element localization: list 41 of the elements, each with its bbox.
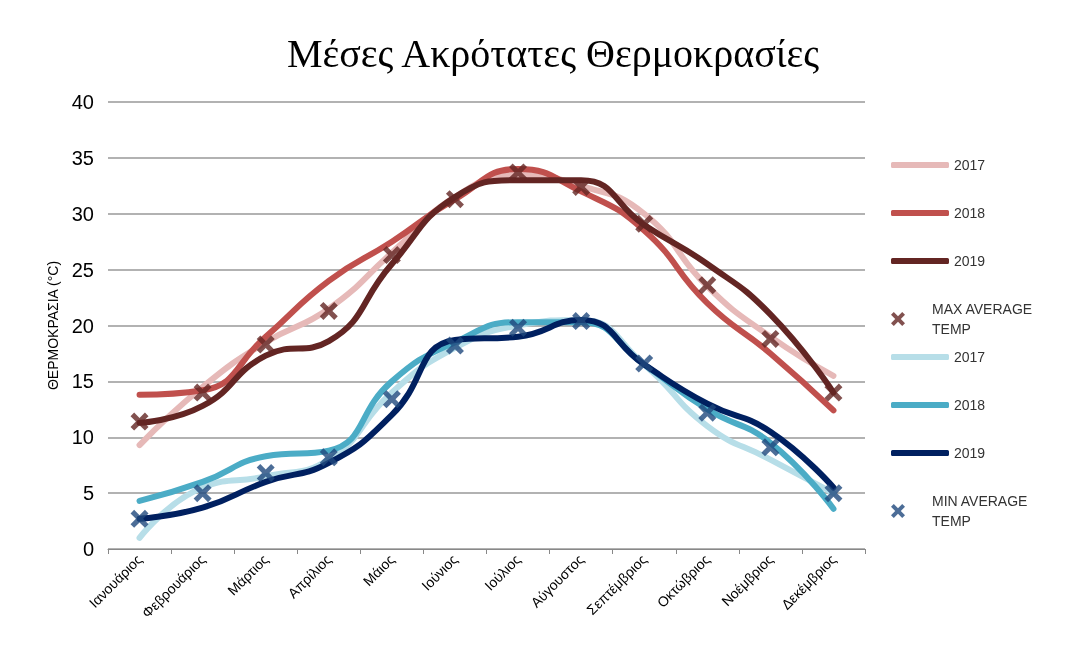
point	[445, 336, 464, 355]
point	[761, 329, 780, 348]
point	[319, 301, 338, 320]
point	[572, 312, 591, 331]
legend-label: MAX AVERAGE TEMP	[932, 301, 1036, 337]
y-tick-label: 5	[82, 482, 94, 505]
y-axis-title: ΘΕΡΜΟΚΡΑΣΙΑ (°C)	[45, 260, 61, 391]
legend-label: MIN AVERAGE TEMP	[932, 493, 1032, 529]
point	[698, 276, 717, 295]
point	[509, 318, 528, 337]
point	[445, 190, 464, 209]
y-tick-label: 35	[71, 146, 94, 169]
point	[130, 509, 149, 528]
y-tick-label: 20	[71, 314, 94, 337]
y-tick-label: 15	[71, 370, 94, 393]
point	[761, 438, 780, 457]
chart-title: Μέσες Ακρότατες Θερμοκρασίες	[286, 30, 820, 76]
y-tick-label: 0	[82, 538, 94, 560]
point	[256, 464, 275, 483]
y-tick-label: 30	[71, 202, 94, 225]
point	[635, 214, 654, 233]
point	[698, 403, 717, 422]
y-tick-label: 25	[71, 258, 94, 281]
legend-label: 2018	[954, 205, 986, 221]
point	[130, 412, 149, 431]
legend-label: 2019	[954, 253, 986, 269]
point	[193, 383, 212, 402]
point	[382, 390, 401, 409]
legend-label: 2017	[954, 157, 986, 173]
legend-label: 2017	[954, 349, 986, 365]
point	[193, 484, 212, 503]
legend-label: 2018	[954, 397, 986, 413]
point	[382, 246, 401, 265]
point	[256, 335, 275, 354]
point	[824, 484, 843, 503]
point	[824, 383, 843, 402]
y-tick-label: 40	[71, 91, 94, 113]
point	[319, 448, 338, 467]
y-tick-label: 10	[71, 426, 94, 449]
legend-label: 2019	[954, 445, 986, 461]
point	[635, 354, 654, 373]
